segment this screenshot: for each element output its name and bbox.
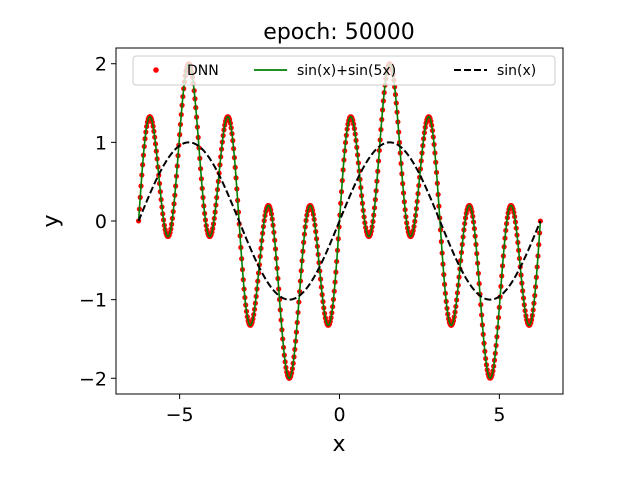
legend: DNN sin(x)+sin(5x) sin(x) — [132, 55, 556, 86]
plot-area — [136, 61, 543, 381]
series-sin-x-line — [137, 141, 542, 301]
legend-item-sin-x: sin(x) — [454, 63, 536, 79]
chart-title: epoch: 50000 — [263, 20, 414, 45]
legend-item-sin-x-sin-5x: sin(x)+sin(5x) — [254, 63, 396, 79]
x-axis-label: x — [332, 432, 345, 457]
y-axis: −2 −1 0 1 2 — [79, 54, 116, 390]
legend-label: DNN — [187, 63, 219, 79]
legend-label: sin(x)+sin(5x) — [297, 63, 396, 79]
y-axis-label: y — [39, 214, 64, 227]
legend-box — [132, 55, 556, 86]
y-tick-label: −2 — [79, 368, 107, 390]
legend-marker — [153, 67, 159, 73]
x-tick-label: 0 — [333, 404, 345, 426]
legend-label: sin(x) — [497, 63, 536, 79]
y-tick-label: 2 — [95, 54, 107, 76]
x-axis: −5 0 5 — [166, 394, 505, 426]
legend-item-dnn: DNN — [153, 63, 219, 79]
y-tick-label: −1 — [79, 290, 107, 312]
y-tick-label: 0 — [95, 211, 107, 233]
x-tick-label: 5 — [493, 404, 505, 426]
x-tick-label: −5 — [166, 404, 194, 426]
y-tick-label: 1 — [95, 132, 107, 154]
